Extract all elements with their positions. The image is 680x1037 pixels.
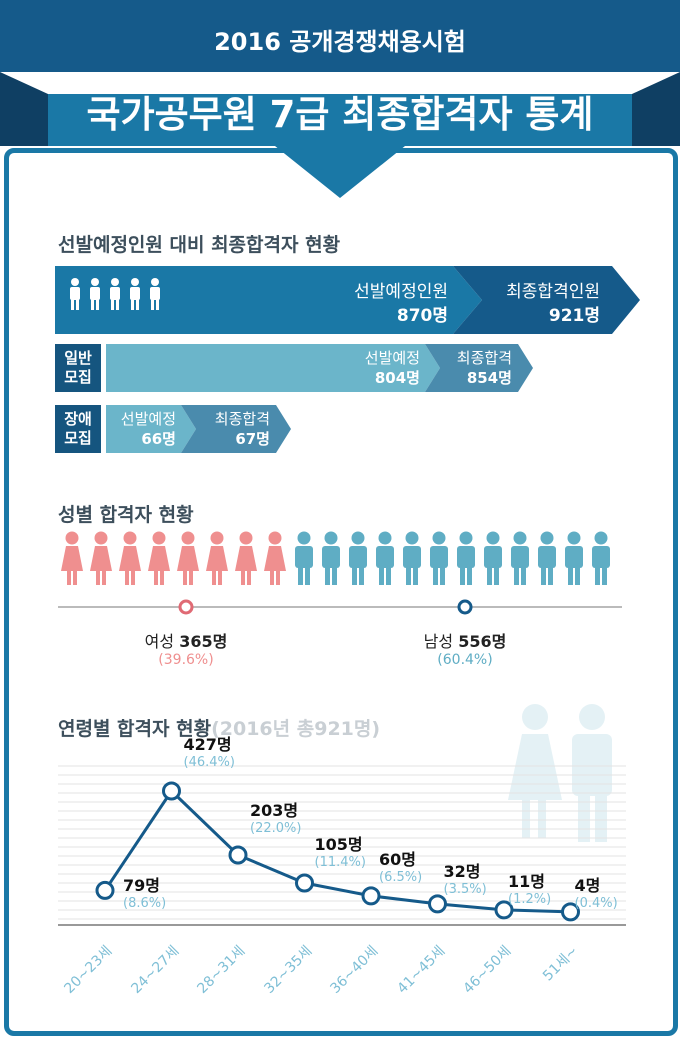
data-point <box>428 894 447 914</box>
point-pct-label: (11.4%) <box>314 855 366 870</box>
general-label-line1: 일반 <box>64 349 92 367</box>
disabled-final-bar <box>181 405 291 453</box>
disabled-final-label: 최종합격 <box>214 410 270 428</box>
data-point <box>494 900 514 920</box>
disabled-planned-value: 66명 <box>141 430 176 448</box>
disabled-recruit-label: 장애 모집 <box>55 405 101 453</box>
exam-subtitle: 2016 공개경쟁채용시험 <box>214 28 466 56</box>
point-count-label: 32명 <box>443 861 481 881</box>
female-stat: 여성 365명 (39.6%) <box>126 628 246 668</box>
total-final-text: 최종합격인원 921명 <box>460 280 600 328</box>
data-point <box>561 902 580 922</box>
age-title-suffix: (2016년 총921명) <box>211 718 381 740</box>
people-icons <box>70 278 160 310</box>
point-label: 79명 (8.6%) <box>123 872 166 911</box>
disabled-planned-bar <box>106 405 196 453</box>
total-planned-label: 선발예정인원 <box>354 282 448 302</box>
point-label: 11명 (1.2%) <box>508 868 551 907</box>
male-stat: 남성 556명 (60.4%) <box>405 628 525 668</box>
male-pct: (60.4%) <box>437 652 493 668</box>
female-pct: (39.6%) <box>158 652 214 668</box>
point-label: 427명 (46.4%) <box>184 731 235 770</box>
point-count-label: 79명 <box>123 876 160 896</box>
point-count-label: 4명 <box>574 875 601 895</box>
general-final-text: 최종합격 854명 <box>430 348 512 388</box>
point-pct-label: (46.4%) <box>183 755 235 770</box>
point-label: 60명 (6.5%) <box>379 846 422 885</box>
disabled-label-line1: 장애 <box>64 410 92 428</box>
total-planned-value: 870명 <box>396 306 448 326</box>
section-title-gender: 성별 합격자 현황 <box>58 504 194 526</box>
general-recruit-label: 일반 모집 <box>55 344 101 392</box>
male-marker <box>457 599 473 615</box>
female-marker <box>178 599 194 615</box>
general-planned-label: 선발예정 <box>364 349 420 367</box>
comparison-bars <box>55 266 640 453</box>
data-point <box>295 873 314 893</box>
top-banner <box>0 0 680 72</box>
gender-figures <box>58 531 622 615</box>
section-title-comparison: 선발예정인원 대비 최종합격자 현황 <box>58 234 341 256</box>
data-point <box>228 845 248 865</box>
general-planned-text: 선발예정 804명 <box>300 348 420 388</box>
point-pct-label: (6.5%) <box>379 869 423 885</box>
disabled-label-line2: 모집 <box>64 429 92 447</box>
point-label: 4명 (0.4%) <box>575 872 618 911</box>
disabled-planned-text: 선발예정 66명 <box>106 409 176 449</box>
data-point <box>162 781 181 801</box>
general-final-value: 854명 <box>466 369 512 387</box>
total-planned-bar <box>55 266 482 334</box>
age-chart <box>58 765 626 926</box>
general-final-bar <box>425 344 533 392</box>
point-count-label: 105명 <box>314 835 363 854</box>
total-final-value: 921명 <box>548 306 600 326</box>
point-count-label: 203명 <box>250 801 299 820</box>
total-final-bar <box>453 266 640 334</box>
female-label: 여성 <box>144 632 175 651</box>
age-series-line <box>103 788 571 914</box>
disabled-planned-label: 선발예정 <box>120 410 176 428</box>
disabled-final-text: 최종합격 67명 <box>196 409 270 449</box>
disabled-final-value: 67명 <box>235 430 270 448</box>
point-pct-label: (22.0%) <box>250 821 302 836</box>
female-figures <box>61 531 286 585</box>
point-count-label: 427명 <box>183 735 232 754</box>
total-final-label: 최종합격인원 <box>506 282 600 302</box>
general-final-label: 최종합격 <box>456 349 512 367</box>
point-label: 105명 (11.4%) <box>315 831 366 870</box>
general-planned-bar <box>106 344 440 392</box>
age-title-main: 연령별 합격자 현황 <box>58 718 212 740</box>
chart-grid <box>58 765 626 920</box>
general-label-line2: 모집 <box>64 368 92 386</box>
male-label: 남성 <box>423 632 454 651</box>
point-pct-label: (0.4%) <box>574 895 618 911</box>
point-count-label: 60명 <box>379 849 416 869</box>
male-count: 556명 <box>458 632 507 651</box>
main-title-ribbon <box>0 72 680 198</box>
point-label: 203명 (22.0%) <box>250 797 301 836</box>
age-points <box>95 781 580 922</box>
data-point <box>95 880 115 900</box>
female-count: 365명 <box>179 632 228 651</box>
general-planned-value: 804명 <box>374 369 420 387</box>
point-pct-label: (8.6%) <box>123 896 167 912</box>
page-title: 국가공무원 7급 최종합격자 통계 <box>86 93 594 136</box>
data-point <box>361 886 381 906</box>
total-planned-text: 선발예정인원 870명 <box>300 280 448 328</box>
point-count-label: 11명 <box>508 871 545 891</box>
point-label: 32명 (3.5%) <box>444 858 487 897</box>
point-pct-label: (3.5%) <box>443 881 487 897</box>
point-pct-label: (1.2%) <box>508 891 552 907</box>
male-figures <box>295 531 610 585</box>
section-title-age: 연령별 합격자 현황(2016년 총921명) <box>58 714 380 741</box>
